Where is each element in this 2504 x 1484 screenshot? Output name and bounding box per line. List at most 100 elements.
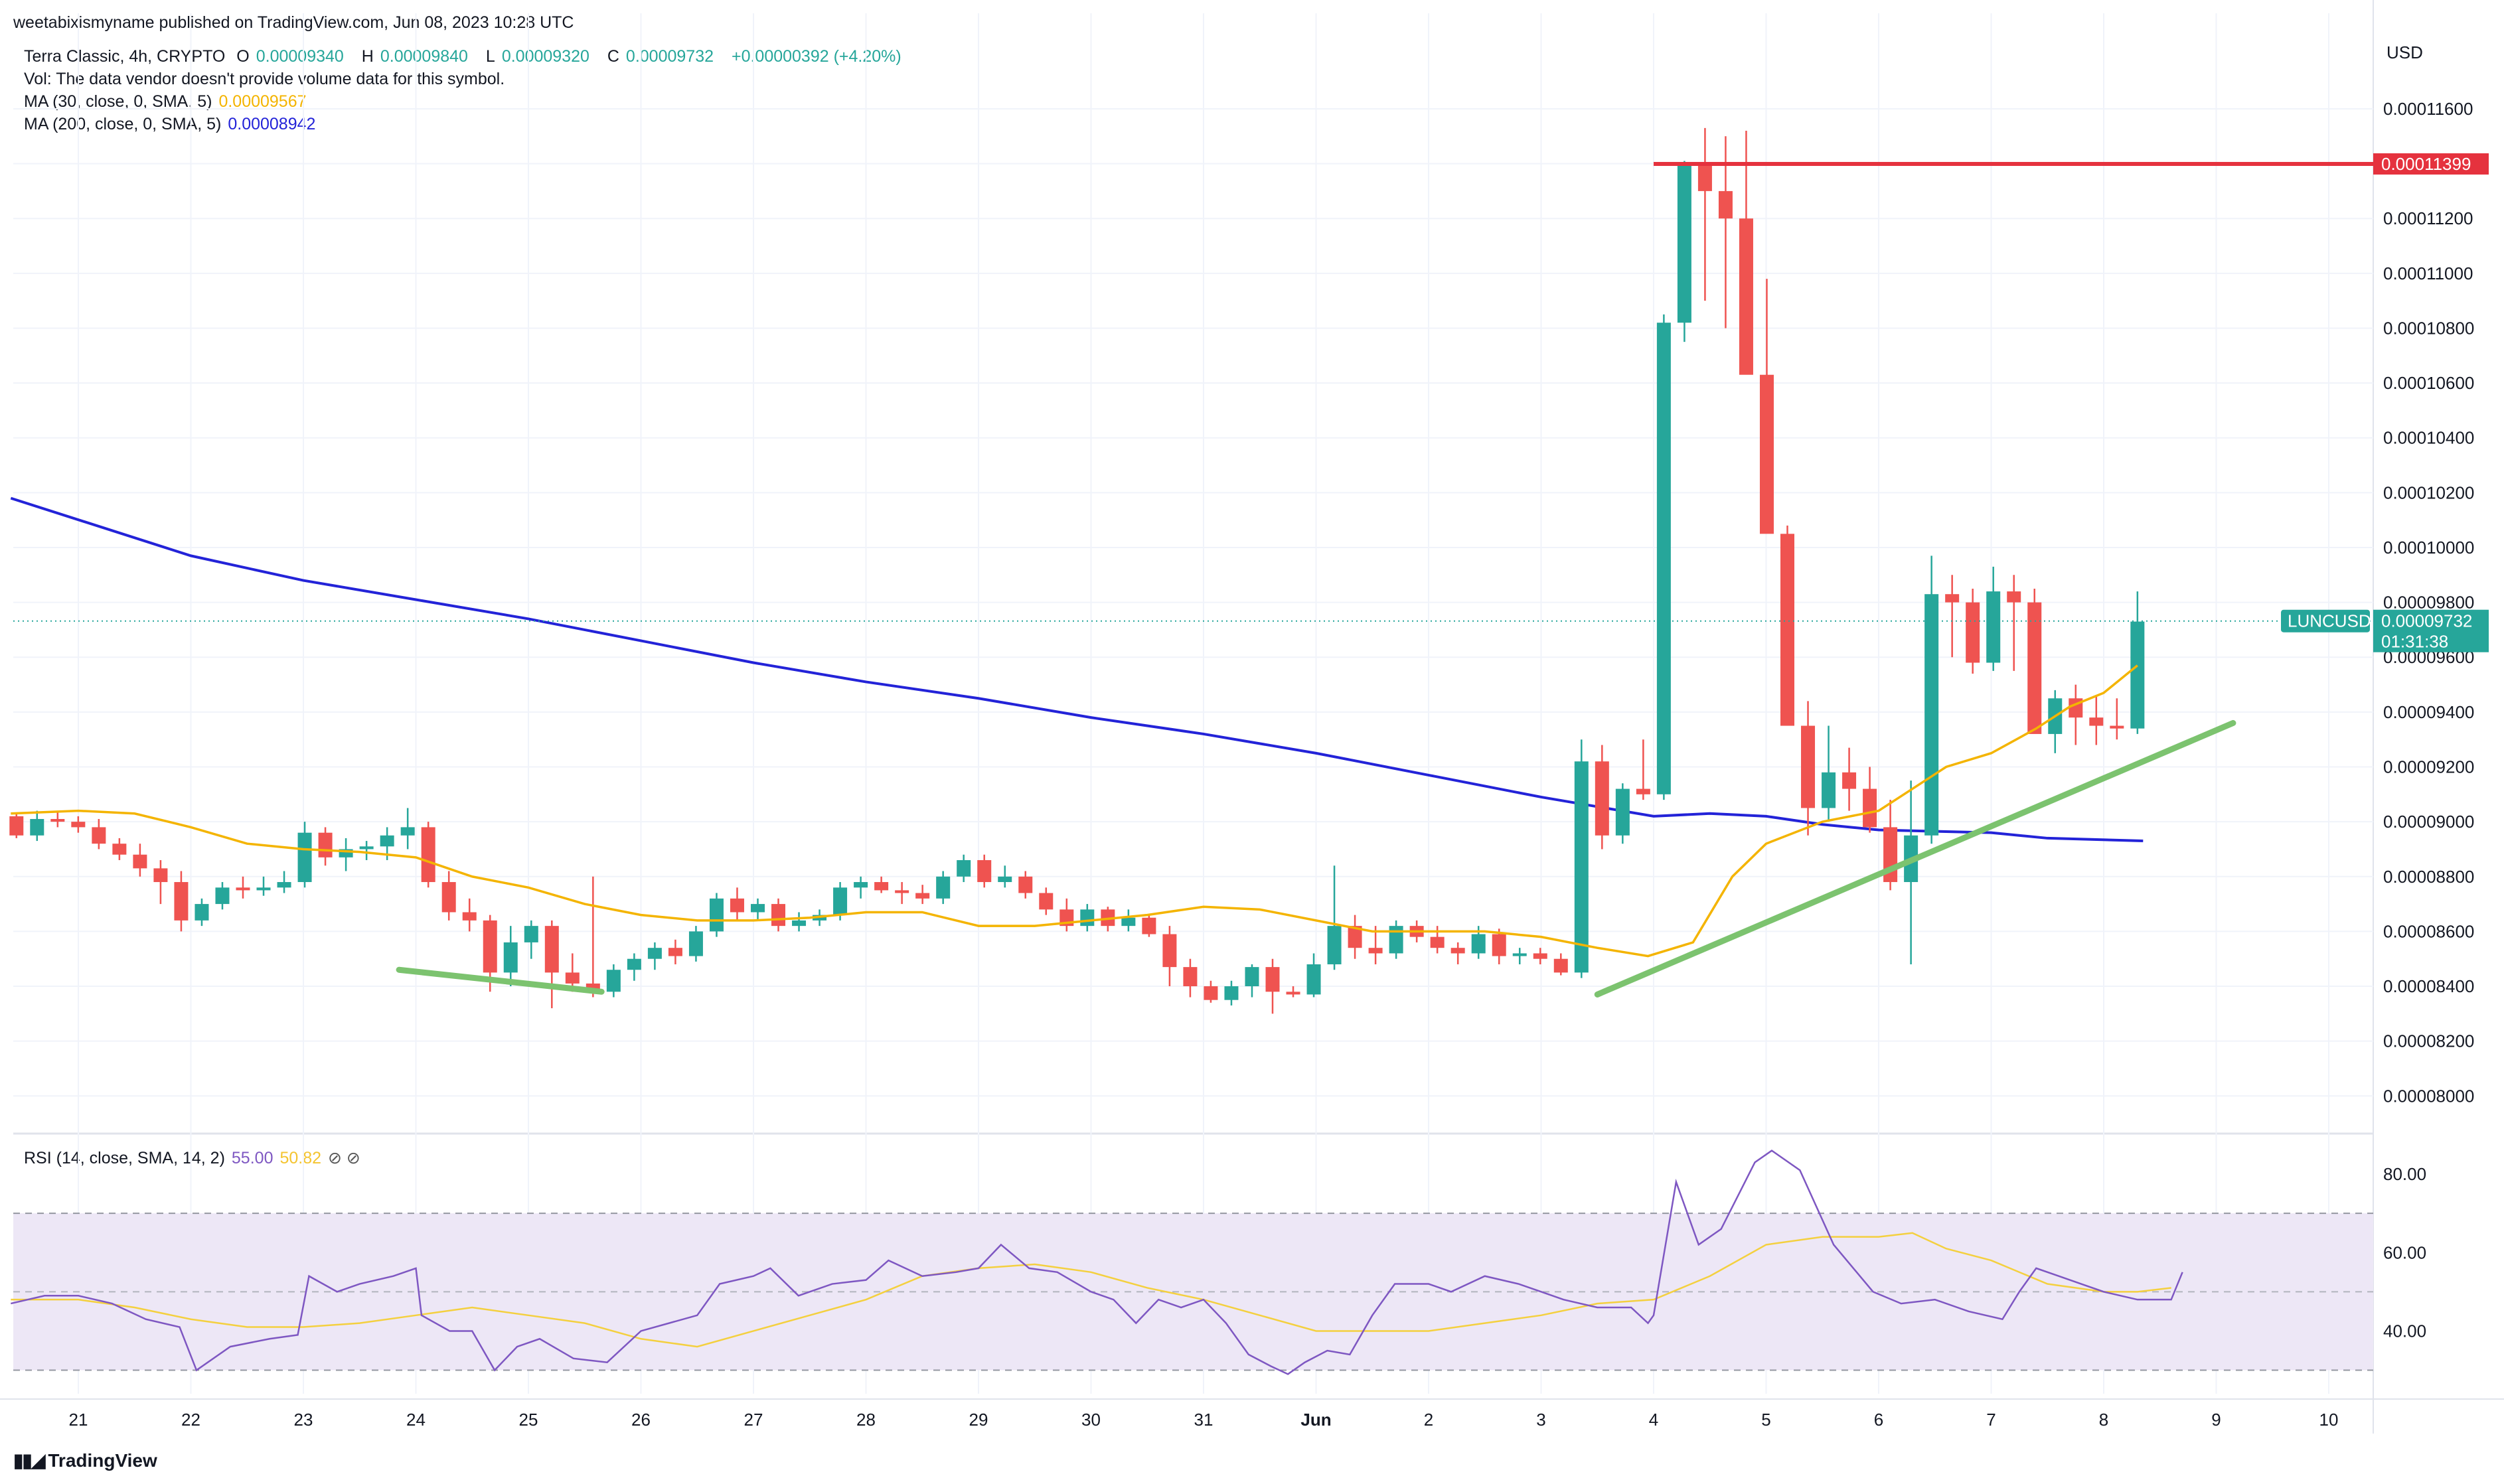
candle-down — [1492, 934, 1506, 956]
candle-up — [957, 859, 971, 877]
candle-up — [854, 882, 868, 888]
candle-up — [1574, 761, 1589, 973]
ma200-value: 0.00008942 — [228, 115, 316, 133]
candle-up — [503, 942, 518, 973]
rsi-tick-label: 80.00 — [2383, 1164, 2426, 1184]
candle-down — [1450, 948, 1465, 954]
candle-up — [709, 898, 724, 932]
candle-up — [297, 832, 312, 883]
candle-up — [792, 920, 807, 927]
candle-down — [462, 912, 477, 921]
candle-up — [1224, 986, 1239, 1000]
candle-down — [112, 844, 127, 855]
candle-up — [647, 948, 662, 959]
price-tick-label: 0.00010600 — [2383, 373, 2474, 393]
x-tick-label: 7 — [1986, 1410, 1995, 1430]
price-tick-label: 0.00011600 — [2383, 99, 2473, 119]
tradingview-logo: ▮▮◢ TradingView — [13, 1450, 157, 1471]
candle-down — [1739, 218, 1753, 375]
x-tick-label: 28 — [856, 1410, 876, 1430]
candle-down — [441, 882, 456, 913]
candle-up — [751, 904, 765, 913]
candle-up — [1656, 323, 1671, 794]
price-tick-label: 0.00008400 — [2383, 976, 2474, 996]
candle-down — [565, 972, 580, 984]
candle-up — [1389, 926, 1403, 954]
candle-down — [1780, 534, 1795, 726]
price-tick-label: 0.00010000 — [2383, 538, 2474, 557]
price-tick-label: 0.00009000 — [2383, 812, 2474, 832]
candle-up — [524, 926, 538, 942]
candle-up — [30, 819, 44, 836]
candle-down — [1162, 934, 1177, 968]
candle-down — [1533, 953, 1547, 959]
candle-down — [1142, 917, 1156, 934]
candle-up — [1677, 163, 1691, 323]
last-price-tag — [2373, 609, 2489, 652]
x-tick-label: 9 — [2211, 1410, 2221, 1430]
open-value: 0.00009340 — [256, 47, 344, 66]
candle-down — [1039, 893, 1054, 910]
x-tick-label: 26 — [631, 1410, 651, 1430]
candle-down — [1348, 926, 1362, 948]
candle-down — [1842, 772, 1857, 789]
ma200-legend[interactable]: MA (200, close, 0, SMA, 5) 0.00008942 — [24, 115, 316, 133]
rsi-band — [13, 1213, 2373, 1371]
candle-down — [174, 882, 189, 921]
symbol-title[interactable]: Terra Classic, 4h, CRYPTO — [24, 47, 226, 66]
candle-up — [1986, 591, 2001, 663]
support-trendline — [1594, 719, 2236, 998]
candle-up — [1924, 594, 1939, 836]
price-tick-label: 0.00009400 — [2383, 702, 2474, 722]
published-byline: weetabixismyname published on TradingVie… — [13, 13, 574, 32]
candle-up — [1615, 788, 1630, 836]
candle-down — [1636, 788, 1650, 794]
ma30-line — [11, 664, 2138, 958]
last-price-label: 0.00009732 — [2381, 611, 2472, 631]
x-tick-label: 3 — [1536, 1410, 1545, 1430]
candle-down — [874, 882, 889, 891]
ma30-legend[interactable]: MA (30, close, 0, SMA, 5) 0.00009567 — [24, 92, 307, 111]
candle-down — [1801, 725, 1816, 808]
x-tick-label: 8 — [2099, 1410, 2108, 1430]
candle-down — [544, 926, 559, 973]
price-tick-label: 0.00010200 — [2383, 482, 2474, 502]
x-tick-label: 5 — [1761, 1410, 1770, 1430]
candle-up — [1471, 934, 1486, 954]
candle-down — [1368, 948, 1383, 954]
candle-down — [71, 822, 86, 828]
candle-up — [195, 904, 209, 921]
candle-down — [1863, 788, 1877, 828]
tradingview-logo-icon: ▮▮◢ — [13, 1450, 45, 1471]
candle-down — [730, 898, 744, 913]
currency-label: USD — [2387, 42, 2423, 62]
rsi-value: 55.00 — [231, 1149, 274, 1167]
candle-up — [256, 887, 271, 891]
candle-up — [1327, 926, 1342, 964]
candle-down — [1966, 602, 1980, 663]
candle-up — [1245, 967, 1259, 987]
price-tick-label: 0.00008800 — [2383, 867, 2474, 887]
rsi-tick-label: 60.00 — [2383, 1242, 2426, 1262]
candle-down — [1018, 876, 1033, 893]
candle-down — [1430, 936, 1445, 948]
candle-down — [977, 859, 992, 883]
candle-down — [92, 827, 106, 844]
rsi-sma-value: 50.82 — [279, 1149, 322, 1167]
candle-up — [1121, 917, 1136, 927]
candle-down — [1183, 967, 1198, 987]
countdown-label: 01:31:38 — [2381, 632, 2448, 652]
x-tick-label: 31 — [1194, 1410, 1213, 1430]
price-tick-label: 0.00008000 — [2383, 1086, 2474, 1106]
candle-up — [215, 887, 230, 905]
candle-down — [2007, 591, 2021, 603]
x-tick-label: 25 — [519, 1410, 538, 1430]
price-tick-label: 0.00008600 — [2383, 921, 2474, 941]
ma200-line — [10, 496, 2144, 843]
candle-down — [133, 854, 147, 869]
candle-up — [998, 876, 1012, 883]
candle-down — [1286, 992, 1300, 995]
candle-down — [1697, 163, 1712, 191]
